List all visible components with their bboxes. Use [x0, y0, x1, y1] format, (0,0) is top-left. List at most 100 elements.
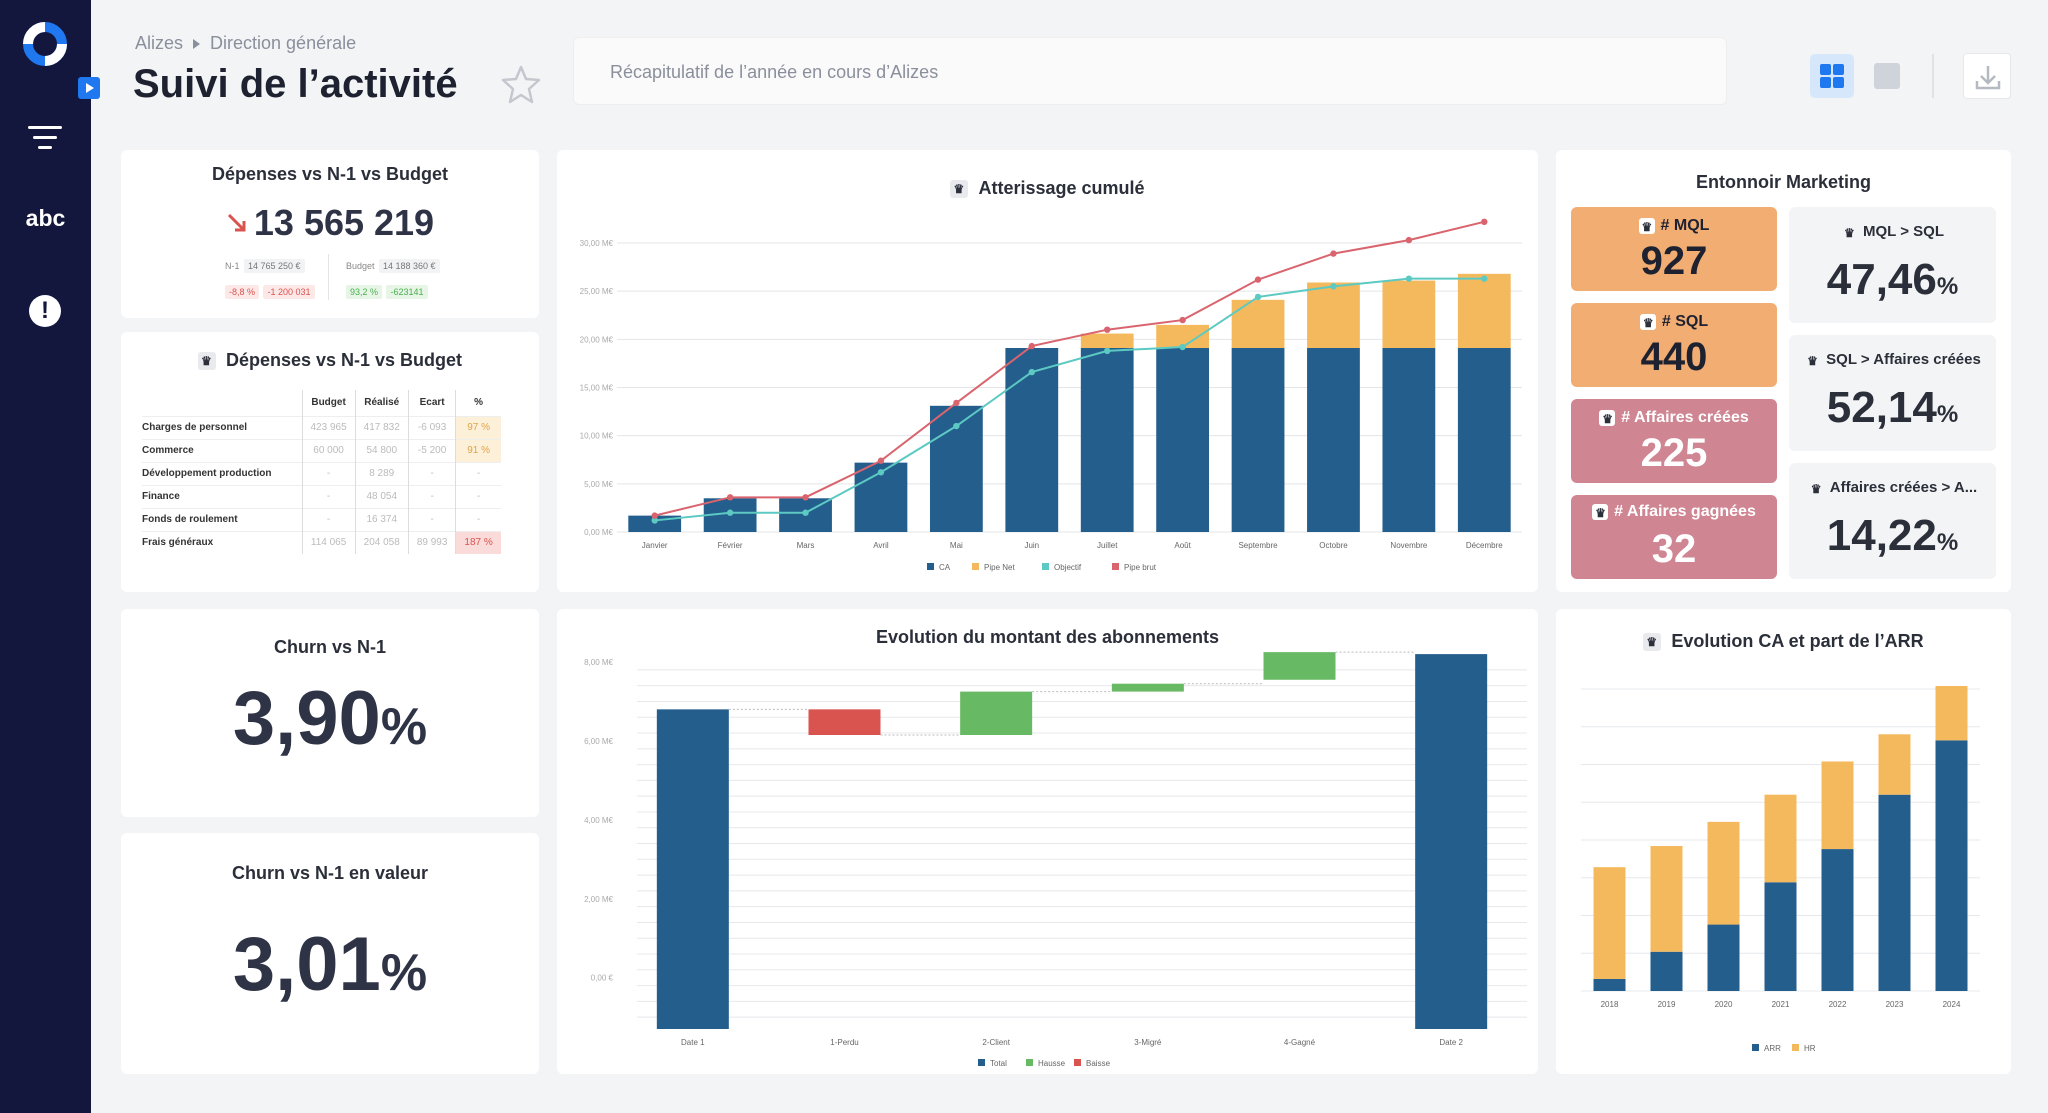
funnel-rate-deals-won[interactable]: Affaires créées > A... 14,22% — [1789, 463, 1996, 579]
expenses-table: Budget Réalisé Ecart % Charges de person… — [142, 390, 501, 554]
cumulative-landing-title: Atterissage cumulé — [978, 178, 1145, 198]
legend-label: Pipe Net — [984, 563, 1015, 572]
bar-ca — [1382, 348, 1436, 532]
grid-icon — [1820, 64, 1831, 75]
subscriptions-card: Evolution du montant des abonnements 0,0… — [557, 609, 1538, 1074]
churn-unit: % — [380, 698, 428, 756]
y-tick-label: 30,00 M€ — [580, 239, 614, 248]
bar-pipe-net — [1457, 273, 1511, 349]
bar-hr — [1935, 685, 1968, 741]
bar-arr — [1764, 882, 1797, 991]
x-tick-label: Janvier — [642, 541, 668, 550]
crown-icon — [950, 180, 969, 199]
churn-value-value-row: 3,01% — [121, 921, 539, 1008]
table-cell: - — [301, 484, 356, 508]
alert-icon[interactable]: ! — [29, 295, 61, 327]
summary-input[interactable]: Récapitulatif de l’année en cours d’Aliz… — [573, 37, 1727, 105]
line-objectif-point — [1028, 368, 1035, 376]
bar-hr — [1593, 867, 1626, 979]
waterfall-bar — [656, 709, 729, 1029]
bar-arr — [1935, 740, 1968, 991]
waterfall-bar — [960, 691, 1033, 736]
x-tick-label: Mai — [950, 541, 963, 550]
x-tick-label: 2019 — [1658, 1000, 1676, 1009]
app-logo-icon[interactable] — [20, 20, 70, 68]
funnel-tile-mql[interactable]: # MQL 927 — [1571, 207, 1777, 291]
line-objectif-point — [1405, 275, 1413, 282]
breadcrumb-separator-icon — [193, 39, 201, 50]
bar-hr — [1764, 794, 1797, 883]
single-view-button[interactable] — [1874, 63, 1900, 89]
x-tick-label: 4-Gagné — [1284, 1038, 1316, 1047]
line-objectif-point — [1330, 283, 1337, 290]
table-cell: 54 800 — [354, 438, 409, 462]
rate-label: MQL > SQL — [1863, 223, 1944, 240]
x-tick-label: Date 2 — [1439, 1038, 1463, 1047]
table-row: Frais généraux 114 065 204 058 89 993 18… — [142, 530, 501, 554]
grid-view-button[interactable] — [1810, 54, 1854, 98]
arr-title-row: Evolution CA et part de l’ARR — [1556, 631, 2011, 652]
budget-value: 14 188 360 € — [378, 259, 440, 273]
table-header: Ecart — [407, 390, 456, 416]
legend-swatch — [972, 563, 979, 570]
line-objectif-point — [1254, 293, 1262, 301]
breadcrumb-current[interactable]: Direction générale — [210, 33, 357, 53]
funnel-rate-mql-sql[interactable]: MQL > SQL 47,46% — [1789, 207, 1996, 323]
funnel-tile-deals-won[interactable]: # Affaires gagnées 32 — [1571, 495, 1777, 579]
filter-icon[interactable] — [28, 124, 62, 152]
x-tick-label: Février — [718, 541, 743, 550]
x-tick-label: Juillet — [1097, 541, 1118, 550]
text-tool-icon[interactable]: abc — [25, 205, 66, 231]
table-cell: - — [301, 461, 356, 485]
rate-value: 14,22 — [1826, 511, 1937, 560]
tile-label: # Affaires créées — [1621, 409, 1749, 426]
line-objectif — [654, 277, 1485, 522]
budget-comparison: Budget 14 188 360 € 93,2 % -623141 — [346, 256, 440, 300]
table-row: Commerce 60 000 54 800 -5 200 91 % — [142, 438, 501, 462]
y-tick-label: 0,00 € — [591, 974, 614, 983]
legend-swatch — [1026, 1059, 1033, 1066]
crown-icon — [1804, 352, 1820, 370]
funnel-tile-sql[interactable]: # SQL 440 — [1571, 303, 1777, 387]
breadcrumb-root[interactable]: Alizes — [135, 33, 184, 53]
bar-ca — [1457, 348, 1511, 532]
table-cell: - — [407, 484, 456, 508]
bar-ca — [1156, 348, 1210, 532]
line-objectif-point — [1179, 343, 1186, 351]
table-cell: 48 054 — [354, 484, 409, 508]
expand-play-icon[interactable] — [78, 77, 100, 99]
legend-swatch — [1112, 563, 1119, 570]
y-tick-label: 8,00 M€ — [584, 658, 613, 667]
x-tick-label: 2024 — [1943, 1000, 1961, 1009]
table-cell: 16 374 — [354, 507, 409, 531]
arr-card: Evolution CA et part de l’ARR 2018201920… — [1556, 609, 2011, 1074]
bar-hr — [1650, 846, 1683, 952]
bar-pipe-net — [1307, 282, 1360, 349]
favorite-star-icon[interactable] — [500, 64, 542, 104]
churn-value-value: 3,01 — [232, 922, 381, 1007]
download-button[interactable] — [1963, 53, 2011, 99]
x-tick-label: 2020 — [1715, 1000, 1733, 1009]
waterfall-bar — [1415, 654, 1488, 1029]
page-title: Suivi de l’activité — [133, 62, 458, 106]
line-pipe-brut-point — [1330, 250, 1337, 257]
bar-hr — [1707, 821, 1740, 925]
arr-title: Evolution CA et part de l’ARR — [1671, 631, 1924, 651]
line-pipe-brut-point — [1254, 276, 1262, 283]
bar-arr — [1593, 978, 1626, 991]
legend-swatch — [927, 563, 934, 570]
n1-pct: -8,8 % — [225, 285, 260, 299]
table-cell: -5 200 — [407, 438, 456, 462]
bar-ca — [1080, 348, 1134, 532]
table-cell: 187 % — [455, 530, 501, 554]
bar-arr — [1878, 794, 1911, 991]
funnel-tile-deals-created[interactable]: # Affaires créées 225 — [1571, 399, 1777, 483]
bar-arr — [1821, 849, 1854, 991]
kpi-divider — [328, 254, 329, 300]
x-tick-label: Septembre — [1238, 541, 1278, 550]
n1-diff: -1 200 031 — [263, 285, 315, 299]
rate-unit: % — [1936, 273, 1959, 300]
funnel-rate-sql-deals[interactable]: SQL > Affaires créées 52,14% — [1789, 335, 1996, 451]
x-tick-label: Décembre — [1466, 541, 1503, 550]
churn-value-row: 3,90% — [121, 675, 539, 762]
